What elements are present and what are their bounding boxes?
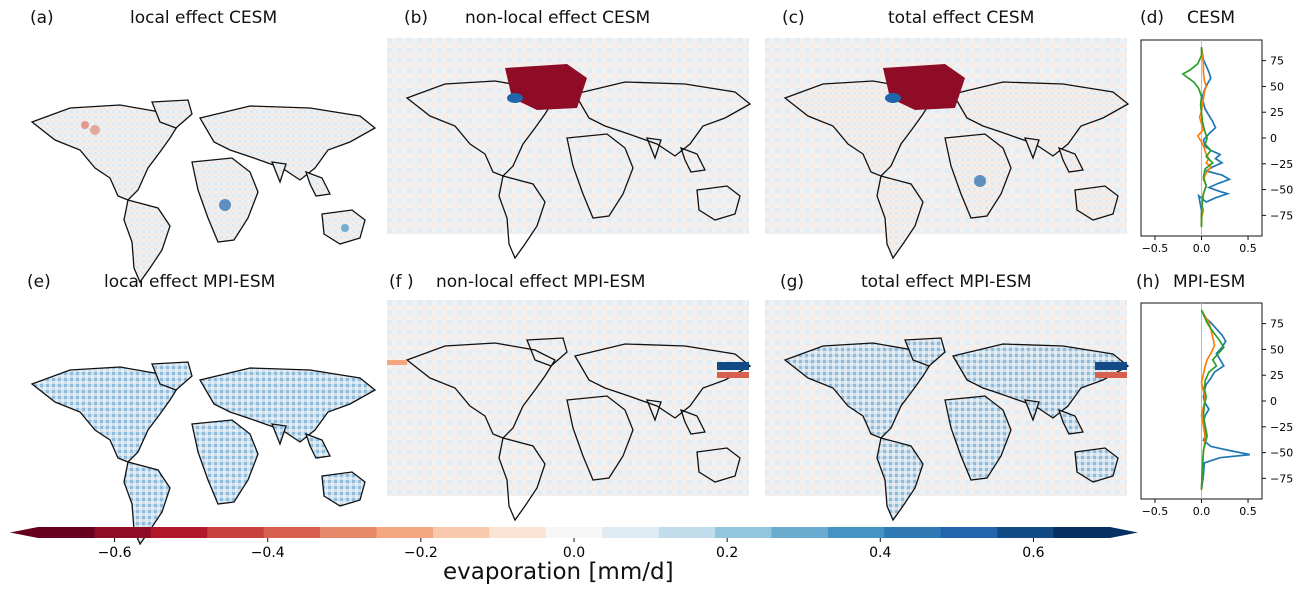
map-panel-b [387,38,751,259]
colorbar-tick-label: −0.4 [251,545,285,561]
y-tick-label: −75 [1270,472,1293,485]
y-tick-label: −50 [1270,447,1293,460]
y-tick-label: −25 [1270,158,1293,171]
line-panel-d: −0.5 0.0 0.5 75 50 25 0 −25 −50 −75 [1140,39,1293,255]
line-panel-h: −0.5 0.0 0.5 75 50 25 0 −25 −50 −75 [1140,302,1293,518]
colorbar-tick-label: 0.6 [1022,545,1044,561]
colorbar-segment [376,527,434,538]
panel-g-letter: (g) [780,272,805,292]
colorbar-segment [320,527,378,538]
y-tick-label: 75 [1270,318,1284,331]
y-tick-label: 25 [1270,369,1284,382]
x-tick-label: 0.0 [1193,242,1211,255]
y-tick-label: 0 [1270,395,1277,408]
colorbar-segment [1053,527,1111,538]
series-line-2 [1200,309,1225,490]
colorbar-segment [207,527,265,538]
panel-d-letter: (d) [1140,8,1165,28]
panel-a-title: local effect CESM [130,8,278,28]
map-panel-e [31,361,376,545]
colorbar-extend-min [10,527,38,538]
colorbar-segment [545,527,603,538]
y-tick-label: 75 [1270,55,1284,68]
x-tick-label: 0.5 [1239,505,1257,518]
colorbar-segment [150,527,208,538]
colorbar-segment [602,527,660,538]
colorbar-segment [489,527,547,538]
colorbar-segment [827,527,885,538]
panel-f-letter: (f ) [389,272,414,292]
panel-e-title: local effect MPI-ESM [104,272,276,292]
panel-e-letter: (e) [27,272,51,292]
colorbar-segment [715,527,772,538]
y-tick-label: −25 [1270,421,1293,434]
panel-b-letter: (b) [404,8,429,28]
y-tick-label: −50 [1270,184,1293,197]
map-panel-c [765,38,1129,259]
colorbar-tick-label: −0.2 [404,545,438,561]
colorbar-tick-label: 0.0 [563,545,585,561]
y-tick-label: −75 [1270,209,1293,222]
colorbar-segment [263,527,321,538]
panel-h-title: MPI-ESM [1173,272,1246,292]
colorbar-segment [997,527,1055,538]
map-panel-f [387,300,751,521]
map-panel-g [765,300,1129,521]
panel-a-letter: (a) [30,8,54,28]
colorbar-tick-label: −0.6 [98,545,132,561]
x-tick-label: 0.5 [1239,242,1257,255]
colorbar-segment [940,527,998,538]
panel-h-letter: (h) [1136,272,1161,292]
colorbar-segment [658,527,716,538]
y-tick-label: 25 [1270,106,1284,119]
y-tick-label: 50 [1270,80,1284,93]
colorbar-label: evaporation [mm/d] [443,559,674,585]
y-tick-label: 0 [1270,132,1277,145]
x-tick-label: 0.0 [1193,505,1211,518]
colorbar-segment [771,527,829,538]
colorbar: −0.6 −0.4 −0.2 0.0 0.2 0.4 0.6 [10,527,1138,561]
panel-c-letter: (c) [782,8,805,28]
colorbar-segment [432,527,490,538]
panel-c-title: total effect CESM [888,8,1035,28]
y-tick-label: 50 [1270,343,1284,356]
x-tick-label: −0.5 [1142,242,1169,255]
map-panel-a [31,99,376,283]
panel-b-title: non-local effect CESM [465,8,651,28]
colorbar-segment [884,527,942,538]
colorbar-tick-label: 0.2 [716,545,738,561]
colorbar-tick-label: 0.4 [869,545,891,561]
series-line-2 [1181,47,1214,227]
colorbar-segment [38,527,95,538]
x-tick-label: −0.5 [1142,505,1169,518]
panel-g-title: total effect MPI-ESM [861,272,1032,292]
colorbar-segment [94,527,152,538]
panel-d-title: CESM [1187,8,1236,28]
panel-f-title: non-local effect MPI-ESM [436,272,646,292]
colorbar-extend-max [1110,527,1138,538]
